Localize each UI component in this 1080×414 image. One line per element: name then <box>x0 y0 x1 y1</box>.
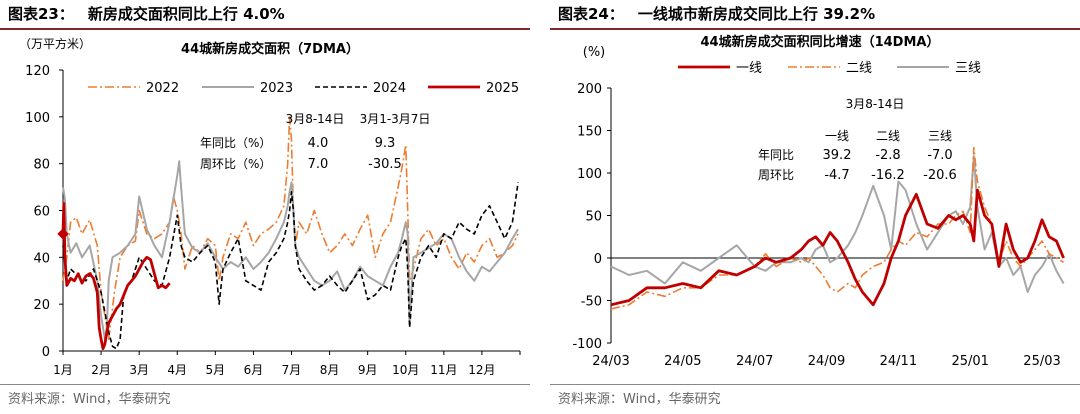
legend-label-一线: 一线 <box>736 61 762 76</box>
series-line-一线 <box>610 188 1065 307</box>
y-tick-label: 0 <box>42 345 50 360</box>
annotation-col-header: 三线 <box>928 129 952 143</box>
line-chart-svg: 44城新房成交面积（7DMA） （万平方米） 0 20 40 60 80 100 120 1月 2月… <box>19 36 521 377</box>
legend-label-三线: 三线 <box>955 61 981 76</box>
figure-label: 图表23： <box>8 5 74 23</box>
y-tick-label: 60 <box>33 205 50 220</box>
line-chart-svg: 44城新房成交面积同比增速（14DMA） (%) -100 -50 0 50 100 150 2… <box>572 34 1065 369</box>
legend-label-2022: 2022 <box>146 81 179 96</box>
chart-title: 44城新房成交面积（7DMA） <box>181 41 359 57</box>
legend-label-二线: 二线 <box>846 61 872 76</box>
annotation-value: -4.7 <box>824 168 849 183</box>
y-tick-label: 200 <box>577 82 602 97</box>
x-tick-label: 6月 <box>244 363 264 377</box>
annotation-value: -30.5 <box>368 157 402 172</box>
figure-title-text: 一线城市新房成交同比上行 39.2% <box>637 5 876 23</box>
x-tick-label: 7月 <box>282 363 302 377</box>
y-tick-label: -100 <box>572 337 602 352</box>
chart-title: 44城新房成交面积同比增速（14DMA） <box>701 34 940 50</box>
x-tick-label: 11月 <box>430 363 457 377</box>
annotation-value: -20.6 <box>923 168 957 183</box>
x-tick-label: 25/03 <box>1023 354 1060 369</box>
figure-label: 图表24： <box>558 5 624 23</box>
legend-label-2023: 2023 <box>260 81 293 96</box>
source-rule <box>0 384 530 385</box>
y-tick-label: -50 <box>581 295 602 310</box>
y-tick-label: 100 <box>25 111 50 126</box>
x-tick-label: 4月 <box>167 363 187 377</box>
x-tick-label: 12月 <box>468 363 495 377</box>
x-tick-label: 10月 <box>392 363 419 377</box>
annotation-value: -16.2 <box>871 168 905 183</box>
series-line-2024 <box>62 182 519 350</box>
annotation-row-label: 年同比（%） <box>200 136 271 150</box>
annotation-row-label: 周环比 <box>758 168 794 182</box>
annotation-row-label: 周环比（%） <box>200 157 271 171</box>
title-rule <box>0 28 530 30</box>
y-tick-label: 40 <box>33 251 50 266</box>
y-tick-label: 0 <box>594 252 602 267</box>
y-tick-label: 20 <box>33 298 50 313</box>
source-note: 资料来源：Wind，华泰研究 <box>558 392 721 407</box>
y-tick-label: 80 <box>33 158 50 173</box>
series-line-二线 <box>610 146 1065 310</box>
y-axis-label: （万平方米） <box>19 36 91 51</box>
annotation-value: 9.3 <box>375 136 396 151</box>
series-line-2022 <box>62 116 519 341</box>
series-line-2025 <box>61 202 171 351</box>
y-axis-label: (%) <box>583 45 606 60</box>
chart-panel-new-home-sales: 图表23： 新房成交面积同比上行 4.0% 44城新房成交面积（7DMA） （万平方… <box>0 0 530 414</box>
annotation-row-label: 年同比 <box>758 148 794 162</box>
x-tick-label: 9月 <box>358 363 378 377</box>
x-tick-label: 24/07 <box>736 354 773 369</box>
x-tick-label: 24/03 <box>592 354 629 369</box>
y-tick-label: 150 <box>577 125 602 140</box>
annotation-col-header: 3月8-14日 <box>286 112 345 126</box>
x-tick-label: 24/11 <box>880 354 917 369</box>
figure-title: 图表24： 一线城市新房成交同比上行 39.2% <box>558 3 875 24</box>
annotation-value: 7.0 <box>308 157 329 172</box>
series-line-2023 <box>62 160 519 341</box>
source-rule <box>550 384 1080 385</box>
annotation-date: 3月8-14日 <box>846 97 905 111</box>
annotation-col-header: 3月1-3月7日 <box>360 112 431 126</box>
legend-label-2025: 2025 <box>486 81 519 96</box>
annotation-value: -7.0 <box>927 148 952 163</box>
y-tick-label: 100 <box>577 167 602 182</box>
x-tick-label: 1月 <box>53 363 73 377</box>
title-rule <box>550 28 1080 30</box>
y-tick-label: 120 <box>25 64 50 79</box>
annotation-value: 4.0 <box>308 136 329 151</box>
x-tick-label: 25/01 <box>951 354 988 369</box>
figure-title-text: 新房成交面积同比上行 4.0% <box>87 5 285 23</box>
x-tick-label: 24/05 <box>664 354 701 369</box>
annotation-value: -2.8 <box>875 148 900 163</box>
annotation-value: 39.2 <box>823 148 852 163</box>
chart-panel-tier1-yoy: 图表24： 一线城市新房成交同比上行 39.2% 44城新房成交面积同比增速（14… <box>550 0 1080 414</box>
y-tick-label: 50 <box>585 210 602 225</box>
annotation-col-header: 一线 <box>825 129 849 143</box>
x-tick-label: 8月 <box>320 363 340 377</box>
x-tick-label: 3月 <box>129 363 149 377</box>
x-tick-label: 24/09 <box>808 354 845 369</box>
annotation-col-header: 二线 <box>876 129 900 143</box>
source-note: 资料来源：Wind，华泰研究 <box>8 392 171 407</box>
x-tick-label: 2月 <box>91 363 111 377</box>
x-tick-label: 5月 <box>206 363 226 377</box>
figure-title: 图表23： 新房成交面积同比上行 4.0% <box>8 3 285 24</box>
legend-label-2024: 2024 <box>373 81 406 96</box>
